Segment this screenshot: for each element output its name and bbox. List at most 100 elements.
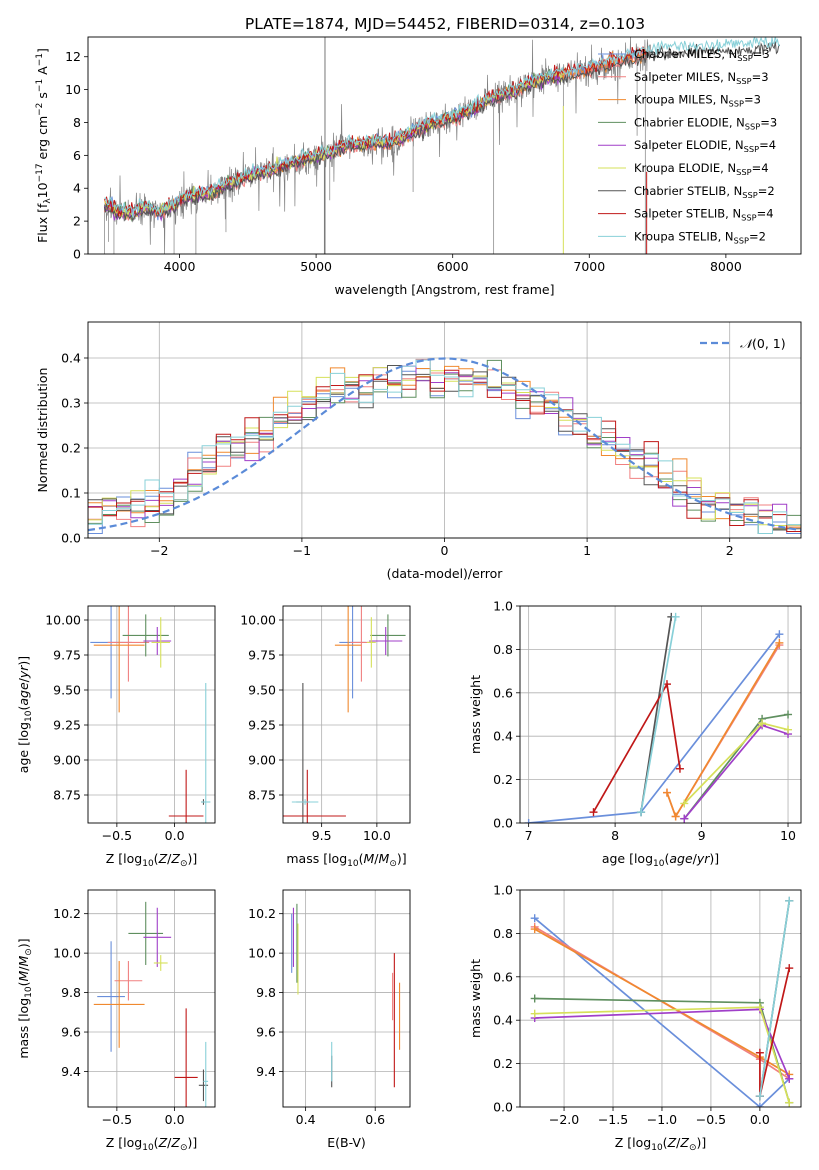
y-tick-label: 10 [65, 82, 81, 97]
y-tick-label: 0.4 [493, 1013, 513, 1028]
weight-line-chabrier_elodie [683, 713, 789, 820]
y-tick-label: 0.0 [493, 816, 513, 831]
weight-plot-area [530, 896, 794, 1107]
legend-label-salpeter_stelib: Salpeter STELIB, NSSP=4 [634, 207, 774, 223]
panel-mass-vs-Z: −0.5 0.0 9.4 9.6 9.8 10.0 10.2 Z [log10(Z/Z⊙)] m… [16, 889, 216, 1153]
x-tick-label: −0.5 [102, 828, 132, 843]
y-axis-label: mass [log10(M/M⊙)] [16, 938, 34, 1058]
legend-label-kroupa_miles: Kroupa MILES, NSSP=3 [634, 93, 761, 109]
y-tick-label: 1.0 [493, 883, 513, 898]
y-tick-label: 9.6 [61, 1025, 81, 1040]
y-tick-label: 9.6 [256, 1025, 276, 1040]
y-tick-label: 1.0 [493, 599, 513, 614]
weight-line-kroupa_stelib [759, 900, 791, 1097]
x-tick-label: 0.0 [750, 1112, 770, 1127]
x-tick-label: −1.5 [598, 1112, 628, 1127]
y-tick-label: 0.8 [493, 642, 513, 657]
x-axis-label: E(B-V) [327, 1135, 366, 1150]
x-tick-label: 5000 [300, 259, 332, 274]
x-tick-label: 10 [780, 828, 796, 843]
axes-frame [282, 889, 411, 1108]
axes-frame [519, 889, 802, 1108]
y-axis-label: mass weight [468, 959, 483, 1038]
y-tick-label: 9.50 [248, 683, 276, 698]
errorbar-plot-area [93, 901, 209, 1107]
residual-legend: 𝒩(0, 1) [700, 336, 786, 351]
x-tick-label: −0.5 [102, 1112, 132, 1127]
y-tick-label: 10.2 [53, 906, 81, 921]
y-tick-label: 0.2 [493, 1056, 513, 1071]
legend-label-chabrier_elodie: Chabrier ELODIE, NSSP=3 [634, 115, 777, 131]
errorbar-plot-area [90, 606, 211, 823]
y-tick-label: 0 [73, 247, 81, 262]
panel-mass-vs-EBV: 0.4 0.6 9.4 9.6 9.8 10.0 10.2 E(B-V) [248, 889, 411, 1150]
y-tick-label: 9.00 [53, 753, 81, 768]
y-tick-label: 9.8 [61, 985, 81, 1000]
model-fit-salpeter_stelib [103, 45, 647, 217]
y-tick-label: 10.2 [248, 906, 276, 921]
panel-age-vs-Z: −0.5 0.0 8.75 9.00 9.25 9.50 9.75 10.00 Z [log10… [16, 605, 216, 869]
y-axis-label: Normed distribution [35, 368, 50, 493]
y-tick-label: 10.0 [53, 946, 81, 961]
y-tick-label: 12 [65, 49, 81, 64]
y-tick-label: 9.4 [256, 1064, 276, 1079]
x-tick-label: 9 [698, 828, 706, 843]
histogram-plot-area [88, 357, 801, 538]
x-tick-label: 0.0 [165, 828, 185, 843]
x-tick-label: 0.4 [296, 1112, 316, 1127]
y-axis-label: age [log10(age/yr)] [16, 656, 34, 773]
y-tick-label: 9.25 [248, 718, 276, 733]
axes-frame [87, 605, 216, 824]
y-tick-label: 0.8 [493, 926, 513, 941]
legend-label-kroupa_stelib: Kroupa STELIB, NSSP=2 [634, 229, 766, 245]
errorbar-plot-area [291, 903, 401, 1088]
y-tick-label: 0.4 [493, 729, 513, 744]
x-axis-label: (data-model)/error [387, 566, 504, 581]
y-tick-label: 0.4 [61, 351, 81, 366]
panel-spectrum: 4000 5000 6000 7000 8000 0 2 4 6 8 10 12 wavelength … [35, 36, 802, 297]
x-axis-label: wavelength [Angstrom, rest frame] [334, 282, 554, 297]
x-axis-label: age [log10(age/yr)] [602, 851, 719, 869]
y-tick-label: 8.75 [53, 788, 81, 803]
x-tick-label: 6000 [437, 259, 469, 274]
x-tick-label: 8 [611, 828, 619, 843]
x-tick-label: 1 [583, 543, 591, 558]
weight-line-chabrier_miles [534, 917, 790, 1107]
y-tick-label: 0.1 [61, 486, 81, 501]
y-tick-label: 10.0 [248, 946, 276, 961]
y-tick-label: 0.0 [61, 531, 81, 546]
panel-residuals: −2 −1 0 1 2 0.0 0.1 0.2 0.3 0.4 (data-model)/error… [35, 321, 802, 581]
legend-label-chabrier_stelib: Chabrier STELIB, NSSP=2 [634, 184, 775, 200]
y-tick-label: 9.4 [61, 1064, 81, 1079]
y-tick-label: 10.00 [240, 613, 276, 628]
x-tick-label: −2.0 [549, 1112, 579, 1127]
weight-line-kroupa_miles [666, 642, 781, 819]
legend-label-normal: 𝒩(0, 1) [740, 336, 786, 351]
x-axis-label: Z [log10(Z/Z⊙)] [106, 851, 198, 869]
x-tick-label: 8000 [710, 259, 742, 274]
x-tick-label: 0.0 [165, 1112, 185, 1127]
legend-label-salpeter_miles: Salpeter MILES, NSSP=3 [634, 70, 769, 86]
y-axis-label: Flux [fλ10−17 erg cm−2 s−1 A−1] [35, 48, 53, 243]
y-tick-label: 9.50 [53, 683, 81, 698]
x-tick-label: 4000 [164, 259, 196, 274]
normal-curve [88, 357, 801, 532]
y-tick-label: 0.3 [61, 396, 81, 411]
legend-label-chabrier_miles: Chabrier MILES, NSSP=3 [634, 47, 770, 63]
y-axis-label: mass weight [468, 675, 483, 754]
legend-label-kroupa_elodie: Kroupa ELODIE, NSSP=4 [634, 161, 769, 177]
axes-frame [87, 889, 216, 1108]
weight-plot-area [524, 612, 793, 823]
y-tick-label: 0.6 [493, 685, 513, 700]
y-tick-label: 0.2 [61, 441, 81, 456]
x-tick-label: 9.5 [312, 828, 332, 843]
y-tick-label: 0.2 [493, 772, 513, 787]
histogram-kroupa_stelib [88, 359, 801, 538]
panel-age-vs-mass: 9.5 10.0 8.75 9.00 9.25 9.50 9.75 10.00 mass [lo… [240, 605, 411, 869]
weight-line-salpeter_elodie [683, 724, 789, 820]
weight-line-kroupa_stelib [640, 616, 677, 813]
x-axis-label: Z [log10(Z/Z⊙)] [106, 1135, 198, 1153]
y-tick-label: 2 [73, 214, 81, 229]
x-axis-label: Z [log10(Z/Z⊙)] [615, 1135, 707, 1153]
